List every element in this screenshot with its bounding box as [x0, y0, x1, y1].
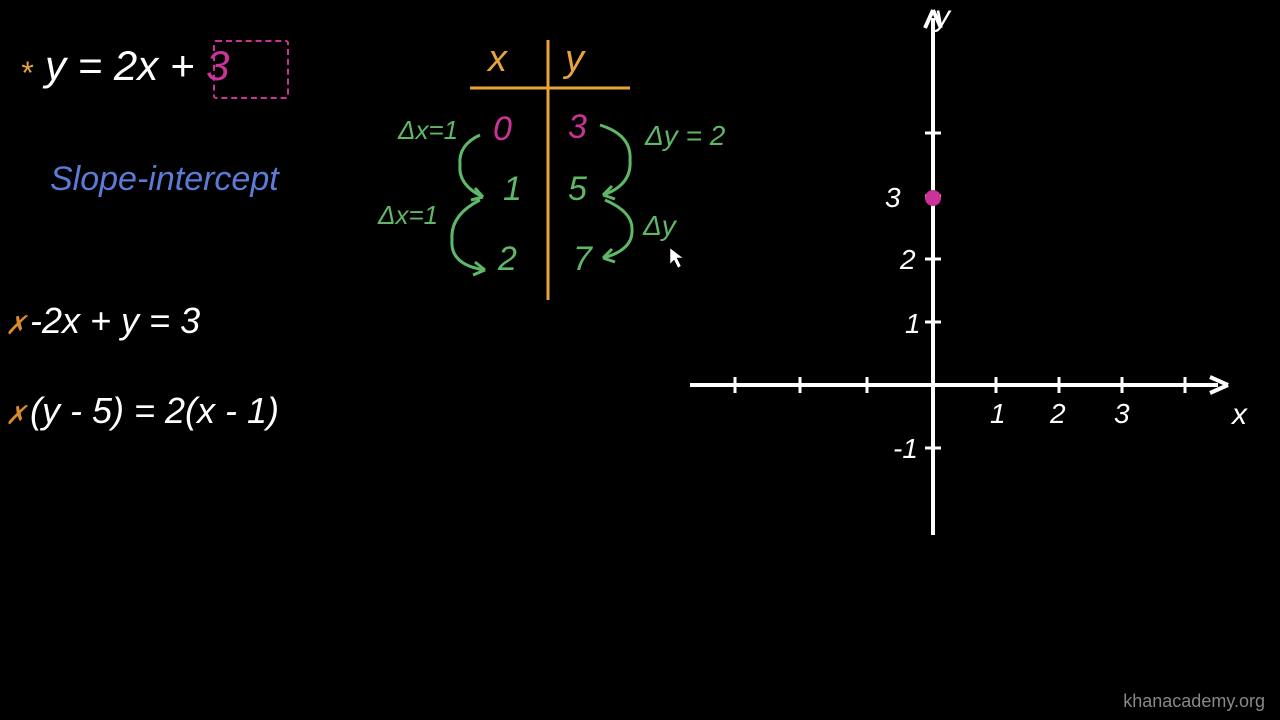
- y-axis-label: y: [935, 0, 950, 34]
- y-tick-1: 1: [905, 308, 921, 340]
- y-tick-3: 3: [885, 182, 901, 214]
- x-tick-1: 1: [990, 398, 1006, 430]
- x-tick-2: 2: [1050, 398, 1066, 430]
- y-tick-2: 2: [900, 244, 916, 276]
- watermark: khanacademy.org: [1123, 691, 1265, 712]
- x-tick-3: 3: [1114, 398, 1130, 430]
- y-tick-neg1: -1: [893, 433, 918, 465]
- coordinate-axes: [0, 0, 1280, 720]
- x-axis-label: x: [1232, 398, 1247, 432]
